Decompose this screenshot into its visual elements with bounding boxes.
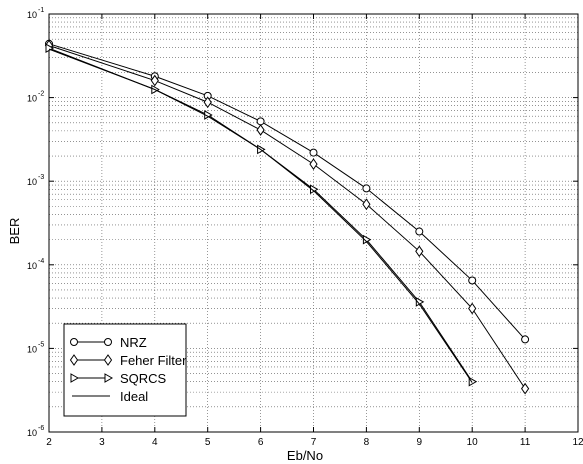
- legend-item: SQRCS: [70, 371, 167, 386]
- x-tick-label: 4: [152, 437, 158, 448]
- y-tick-label: 10: [27, 428, 37, 438]
- legend-item: Ideal: [72, 389, 148, 404]
- y-tick-label: 10: [27, 261, 37, 271]
- x-tick-label: 9: [417, 437, 423, 448]
- marker-circle: [521, 335, 530, 344]
- y-tick-exponent: -4: [38, 258, 44, 265]
- marker-circle: [70, 338, 78, 346]
- marker-circle: [256, 117, 265, 126]
- marker-diamond: [203, 96, 212, 109]
- x-tick-label: 6: [258, 437, 264, 448]
- x-tick-label: 10: [467, 437, 479, 448]
- marker-diamond: [362, 198, 371, 211]
- x-axis: 2 3 4 5 6 7 8 9 10 11 12: [46, 14, 583, 448]
- series-layer: [44, 39, 530, 395]
- series-nrz: [45, 39, 530, 344]
- marker-diamond: [103, 354, 113, 366]
- x-tick-label: 7: [311, 437, 317, 448]
- y-tick-label: 10: [27, 177, 37, 187]
- y-tick-exponent: -3: [38, 174, 44, 181]
- series-ideal: [48, 48, 473, 383]
- y-tick-exponent: -2: [38, 91, 44, 98]
- marker-circle: [104, 338, 112, 346]
- y-tick-exponent: -1: [38, 7, 44, 14]
- marker-triangle: [468, 376, 478, 387]
- y-tick-label: 10: [27, 344, 37, 354]
- y-tick-label: 10: [27, 94, 37, 104]
- x-tick-label: 3: [99, 437, 105, 448]
- legend-label: NRZ: [120, 335, 147, 350]
- series-line: [48, 48, 473, 383]
- x-tick-label: 2: [46, 437, 52, 448]
- marker-diamond: [309, 158, 318, 171]
- marker-circle: [415, 227, 424, 236]
- marker-triangle: [45, 43, 55, 54]
- x-tick-label: 8: [364, 437, 370, 448]
- x-tick-label: 5: [205, 437, 211, 448]
- legend-box: [63, 323, 187, 417]
- marker-diamond: [150, 74, 159, 87]
- legend-label: SQRCS: [120, 371, 167, 386]
- marker-diamond: [415, 245, 424, 258]
- grid: [49, 14, 578, 432]
- legend-label: Feher Filter: [120, 353, 187, 368]
- marker-triangle: [70, 373, 80, 383]
- marker-diamond: [520, 382, 530, 395]
- series-line: [48, 43, 526, 340]
- y-tick-label: 10: [27, 10, 37, 20]
- marker-circle: [309, 148, 318, 157]
- y-axis: 10-610-510-410-310-210-1: [27, 7, 578, 438]
- x-tick-label: 12: [572, 437, 583, 448]
- y-tick-exponent: -6: [38, 425, 44, 432]
- marker-diamond: [468, 302, 477, 315]
- legend-label: Ideal: [120, 389, 148, 404]
- legend: NRZ Feher Filter SQRCS Ideal: [63, 323, 187, 417]
- y-axis-label: BER: [7, 218, 22, 245]
- marker-circle: [468, 276, 477, 285]
- x-tick-label: 11: [520, 437, 531, 448]
- marker-diamond: [69, 354, 79, 366]
- legend-item: Feher Filter: [69, 353, 187, 368]
- marker-diamond: [256, 124, 265, 136]
- marker-circle: [362, 184, 371, 193]
- marker-triangle: [104, 373, 114, 383]
- x-axis-label: Eb/No: [287, 448, 323, 463]
- y-tick-exponent: -5: [38, 341, 44, 348]
- legend-item: NRZ: [70, 335, 147, 350]
